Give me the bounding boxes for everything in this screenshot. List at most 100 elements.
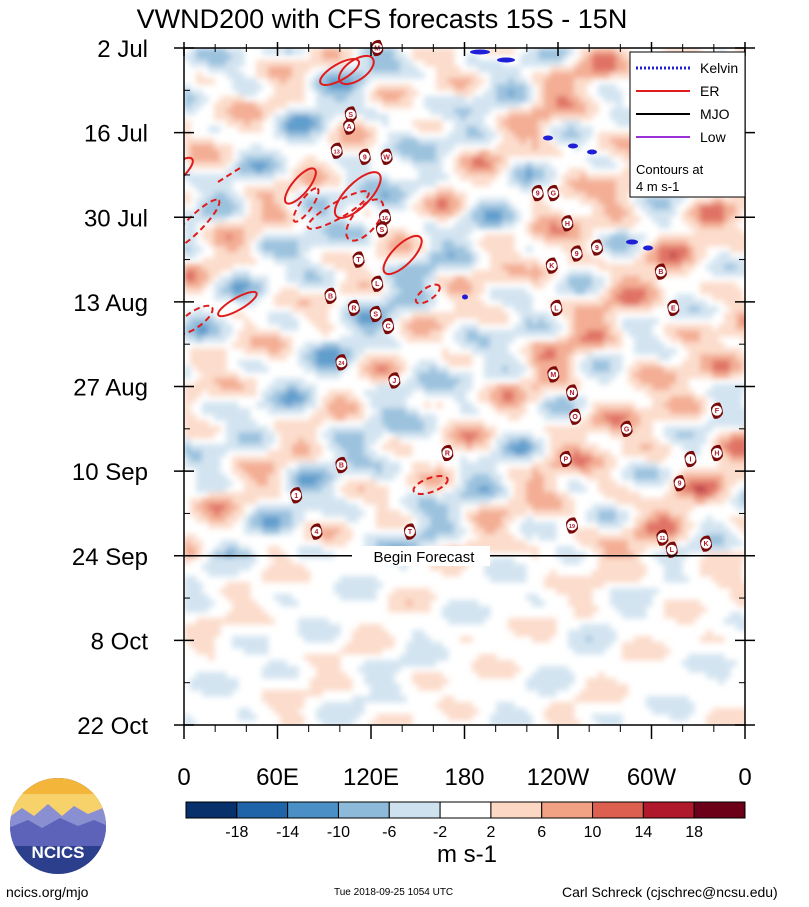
heatmap-cell xyxy=(220,378,227,385)
heatmap-cell xyxy=(520,162,527,169)
heatmap-cell xyxy=(364,432,371,439)
heatmap-cell xyxy=(472,432,479,439)
heatmap-cell xyxy=(364,354,371,361)
heatmap-cell xyxy=(724,270,731,277)
heatmap-cell xyxy=(304,402,311,409)
heatmap-cell xyxy=(244,192,251,199)
heatmap-cell xyxy=(628,264,635,271)
heatmap-cell xyxy=(496,216,503,223)
heatmap-cell xyxy=(622,414,629,421)
heatmap-cell xyxy=(364,486,371,493)
heatmap-cell xyxy=(292,270,299,277)
heatmap-cell xyxy=(646,252,653,259)
heatmap-cell xyxy=(214,348,221,355)
heatmap-cell xyxy=(604,66,611,73)
heatmap-cell xyxy=(706,204,713,211)
heatmap-cell xyxy=(322,96,329,103)
heatmap-cell xyxy=(610,162,617,169)
heatmap-cell xyxy=(682,414,689,421)
heatmap-cell xyxy=(388,360,395,367)
heatmap-cell xyxy=(364,138,371,145)
heatmap-cell xyxy=(490,396,497,403)
heatmap-cell xyxy=(340,444,347,451)
heatmap-cell xyxy=(382,420,389,427)
heatmap-cell xyxy=(550,402,557,409)
heatmap-cell xyxy=(460,432,467,439)
heatmap-cell xyxy=(256,456,263,463)
heatmap-cell xyxy=(502,408,509,415)
heatmap-cell xyxy=(298,258,305,265)
heatmap-cell xyxy=(724,288,731,295)
heatmap-cell xyxy=(580,84,587,91)
heatmap-cell xyxy=(538,132,545,139)
heatmap-cell xyxy=(676,498,683,505)
heatmap-cell xyxy=(460,396,467,403)
heatmap-cell xyxy=(238,60,245,67)
heatmap-cell xyxy=(628,414,635,421)
heatmap-cell xyxy=(598,156,605,163)
heatmap-cell xyxy=(334,72,341,79)
heatmap-cell xyxy=(436,366,443,373)
heatmap-cell xyxy=(190,60,197,67)
heatmap-cell xyxy=(658,396,665,403)
heatmap-cell xyxy=(592,48,599,55)
heatmap-cell xyxy=(610,312,617,319)
heatmap-cell xyxy=(190,444,197,451)
heatmap-cell xyxy=(538,438,545,445)
heatmap-cell xyxy=(280,48,287,55)
heatmap-cell xyxy=(418,318,425,325)
heatmap-cell xyxy=(310,198,317,205)
heatmap-cell xyxy=(286,216,293,223)
heatmap-cell xyxy=(478,288,485,295)
heatmap-cell xyxy=(364,438,371,445)
heatmap-cell xyxy=(448,144,455,151)
heatmap-cell xyxy=(550,438,557,445)
heatmap-cell xyxy=(184,246,191,253)
heatmap-cell xyxy=(310,354,317,361)
heatmap-cell xyxy=(436,126,443,133)
heatmap-cell xyxy=(454,312,461,319)
heatmap-cell xyxy=(220,372,227,379)
heatmap-cell xyxy=(346,402,353,409)
heatmap-cell xyxy=(688,444,695,451)
heatmap-cell xyxy=(616,360,623,367)
heatmap-cell xyxy=(208,348,215,355)
heatmap-cell xyxy=(274,126,281,133)
heatmap-cell xyxy=(436,156,443,163)
heatmap-cell xyxy=(370,492,377,499)
heatmap-cell xyxy=(514,216,521,223)
heatmap-cell xyxy=(316,276,323,283)
heatmap-cell xyxy=(526,318,533,325)
heatmap-cell xyxy=(610,354,617,361)
heatmap-cell xyxy=(268,252,275,259)
heatmap-cell xyxy=(340,318,347,325)
heatmap-cell xyxy=(700,246,707,253)
heatmap-cell xyxy=(610,318,617,325)
heatmap-cell xyxy=(244,444,251,451)
heatmap-cell xyxy=(424,312,431,319)
heatmap-cell xyxy=(184,84,191,91)
heatmap-cell xyxy=(484,174,491,181)
heatmap-cell xyxy=(640,444,647,451)
heatmap-cell xyxy=(376,246,383,253)
heatmap-cell xyxy=(184,462,191,469)
heatmap-cell xyxy=(298,234,305,241)
heatmap-cell xyxy=(256,84,263,91)
heatmap-cell xyxy=(610,360,617,367)
heatmap-cell xyxy=(532,324,539,331)
heatmap-cell xyxy=(340,408,347,415)
heatmap-cell xyxy=(220,114,227,121)
heatmap-cell xyxy=(430,372,437,379)
heatmap-cell xyxy=(586,468,593,475)
heatmap-cell xyxy=(220,246,227,253)
heatmap-cell xyxy=(730,456,737,463)
heatmap-cell xyxy=(508,246,515,253)
heatmap-cell xyxy=(526,144,533,151)
heatmap-cell xyxy=(622,474,629,481)
heatmap-cell xyxy=(670,48,677,55)
heatmap-cell xyxy=(274,246,281,253)
heatmap-cell xyxy=(256,120,263,127)
heatmap-cell xyxy=(430,96,437,103)
heatmap-cell xyxy=(610,138,617,145)
heatmap-cell xyxy=(340,396,347,403)
